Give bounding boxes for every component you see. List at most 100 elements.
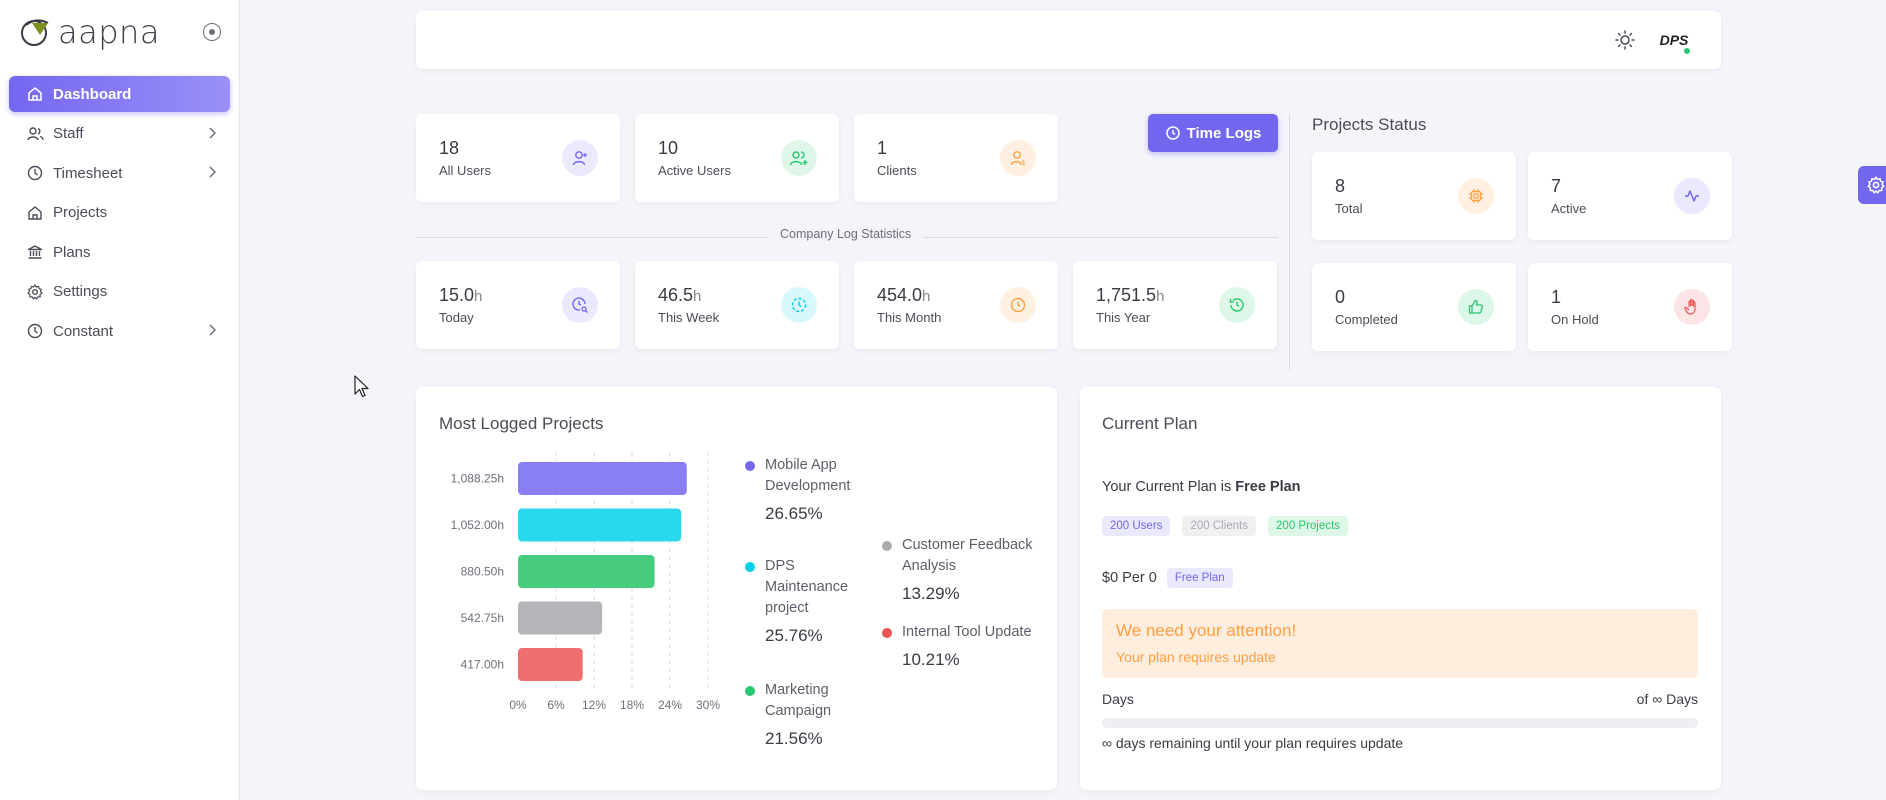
- users-plus-icon: [781, 140, 817, 176]
- stat-card-all-users: 18 All Users: [416, 114, 620, 202]
- sidebar-item-staff[interactable]: Staff: [9, 116, 230, 152]
- user-icon: [562, 140, 598, 176]
- legend-pct: 10.21%: [902, 650, 960, 669]
- status-value: 1: [1551, 287, 1562, 307]
- user-avatar[interactable]: DPS: [1657, 25, 1691, 55]
- current-plan-name: Free Plan: [1235, 479, 1301, 495]
- chart-x-tick-label: 30%: [696, 698, 720, 712]
- alert-text: Your plan requires update: [1116, 649, 1276, 665]
- most-logged-title: Most Logged Projects: [439, 414, 604, 433]
- sidebar-item-timesheet[interactable]: Timesheet: [9, 155, 230, 191]
- activity-icon: [1674, 178, 1710, 214]
- brand-logo[interactable]: aapna: [18, 13, 160, 51]
- legend-dot: [745, 461, 755, 471]
- log-label: This Week: [658, 310, 720, 325]
- users-limit-badge: 200 Users: [1102, 516, 1171, 536]
- clock-search-icon: [562, 287, 598, 323]
- legend-dot: [745, 686, 755, 696]
- sidebar-item-label: Projects: [53, 204, 108, 221]
- plan-days-progress: [1102, 718, 1698, 728]
- stat-label: Active Users: [658, 163, 731, 178]
- sidebar-toggle-button[interactable]: [203, 23, 221, 41]
- legend-name: Mobile App Development: [765, 457, 851, 494]
- days-remaining-text: ∞ days remaining until your plan require…: [1102, 735, 1404, 751]
- sidebar-item-label: Dashboard: [53, 85, 132, 103]
- online-status-indicator: [1683, 47, 1691, 55]
- log-label: Today: [439, 310, 474, 325]
- log-number: 46.5: [658, 285, 694, 305]
- projects-status-title: Projects Status: [1312, 115, 1427, 134]
- mouse-cursor-icon: [354, 375, 369, 398]
- sidebar-item-plans[interactable]: Plans: [9, 234, 230, 270]
- status-card-active: 7 Active: [1528, 152, 1732, 240]
- client-icon: $: [1000, 140, 1036, 176]
- sidebar-item-settings[interactable]: Settings: [9, 274, 230, 310]
- current-plan-title: Current Plan: [1102, 414, 1198, 433]
- chart-x-tick-label: 0%: [509, 698, 527, 712]
- days-of-label: of ∞ Days: [1636, 691, 1698, 707]
- log-value: 1,751.5h: [1096, 285, 1164, 306]
- projects-limit-badge: 200 Projects: [1268, 516, 1348, 536]
- most-logged-bar-chart: 0% 6% 12% 18% 24% 30% 1,088.25h 1,052.00h 880.50…: [451, 452, 720, 712]
- status-card-on-hold: 1 On Hold: [1528, 263, 1732, 351]
- time-logs-label: Time Logs: [1186, 124, 1262, 142]
- gear-icon: [1867, 176, 1885, 194]
- legend-dot: [882, 541, 892, 551]
- chart-bar: [518, 601, 603, 635]
- days-label: Days: [1102, 691, 1134, 707]
- sidebar-item-label: Staff: [53, 125, 84, 142]
- sidebar-item-label: Timesheet: [53, 164, 123, 182]
- legend-item-marketing: Marketing Campaign 21.56%: [745, 680, 865, 749]
- sidebar-item-label: Plans: [53, 243, 91, 261]
- log-card-this-year: 1,751.5h This Year: [1073, 261, 1277, 349]
- clock-dashed-icon: [781, 287, 817, 323]
- log-number: 1,751.5: [1096, 285, 1157, 305]
- hand-stop-icon: [1674, 289, 1710, 325]
- clock-icon: [26, 322, 44, 340]
- log-card-today: 15.0h Today: [416, 261, 620, 349]
- legend-item-internal-tool: Internal Tool Update 10.21%: [882, 622, 1052, 670]
- plan-price-row: $0 Per 0 Free Plan: [1102, 568, 1241, 588]
- chart-category-label: 1,052.00h: [451, 518, 504, 532]
- svg-text:$: $: [1021, 159, 1025, 167]
- log-label: This Month: [877, 310, 942, 325]
- current-plan-card: Current Plan Your Current Plan is Free P…: [1080, 387, 1721, 790]
- chart-category-label: 880.50h: [461, 565, 504, 579]
- chart-x-tick-label: 18%: [620, 698, 644, 712]
- log-unit: h: [1156, 288, 1165, 305]
- legend-pct: 26.65%: [765, 504, 823, 523]
- sidebar-item-constant[interactable]: Constant: [9, 313, 230, 349]
- sidebar-item-projects[interactable]: Projects: [9, 195, 230, 231]
- status-card-completed: 0 Completed: [1312, 263, 1516, 351]
- bank-icon: [26, 243, 44, 261]
- log-unit: h: [693, 288, 702, 305]
- alert-title: We need your attention!: [1116, 621, 1297, 640]
- stat-value: 10: [658, 138, 679, 158]
- most-logged-projects-card: Most Logged Projects 0% 6% 12% 18% 24% 30% 1,0…: [416, 387, 1057, 790]
- stat-label: Clients: [877, 163, 917, 178]
- legend-dot: [882, 628, 892, 638]
- chart-x-tick-label: 6%: [547, 698, 565, 712]
- clock-history-icon: [1165, 126, 1180, 140]
- home-icon: [26, 204, 44, 222]
- status-value: 8: [1335, 176, 1346, 196]
- legend-name: Internal Tool Update: [902, 624, 1032, 640]
- customizer-toggle-button[interactable]: [1858, 166, 1886, 204]
- clients-limit-badge: 200 Clients: [1182, 516, 1256, 536]
- avatar-text: DPS: [1659, 32, 1689, 48]
- legend-pct: 21.56%: [765, 729, 823, 748]
- status-label: Active: [1551, 201, 1587, 216]
- sidebar-nav: Dashboard Staff Timesheet Projects: [0, 64, 239, 365]
- top-navbar: DPS: [416, 11, 1721, 69]
- sidebar-item-dashboard[interactable]: Dashboard: [9, 76, 230, 112]
- status-card-total: 8 Total: [1312, 152, 1516, 240]
- sidebar: aapna Dashboard Staff Timesheet: [0, 0, 240, 800]
- chart-category-label: 417.00h: [461, 658, 504, 672]
- theme-sun-icon[interactable]: [1615, 30, 1635, 50]
- legend-item-dps-maintenance: DPS Maintenance project 25.76%: [745, 556, 865, 646]
- current-plan-line: Your Current Plan is Free Plan: [1102, 479, 1301, 495]
- clock-icon: [1000, 287, 1036, 323]
- plan-type-badge: Free Plan: [1166, 568, 1233, 588]
- chart-bar: [518, 508, 682, 542]
- time-logs-button[interactable]: Time Logs: [1148, 114, 1278, 152]
